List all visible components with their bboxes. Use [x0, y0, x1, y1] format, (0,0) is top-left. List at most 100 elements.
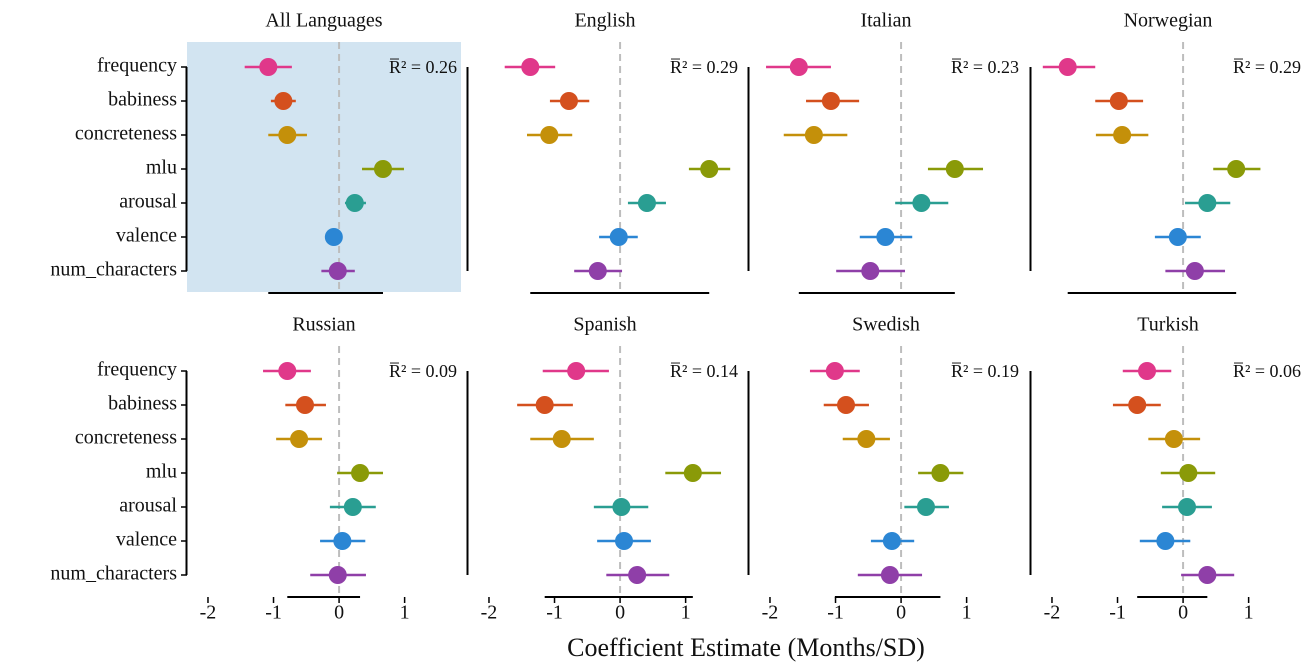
- y-tick-label: frequency: [97, 359, 177, 381]
- point: [552, 430, 571, 448]
- panel-title: Norwegian: [1124, 10, 1213, 32]
- y-tick-label: arousal: [119, 495, 177, 517]
- point: [857, 430, 876, 448]
- point: [1168, 228, 1187, 246]
- point: [540, 126, 559, 144]
- point: [1109, 92, 1128, 110]
- y-tick-label: mlu: [146, 461, 177, 483]
- x-tick-label: -2: [200, 602, 217, 624]
- x-tick-label: -2: [481, 602, 498, 624]
- point: [821, 92, 840, 110]
- annotation: R̅² = 0.06: [1233, 361, 1301, 381]
- point: [931, 464, 950, 482]
- point: [278, 362, 297, 380]
- point: [916, 498, 935, 516]
- point: [324, 228, 343, 246]
- point: [328, 566, 347, 584]
- x-tick-label: 1: [400, 602, 410, 624]
- y-tick-label: num_characters: [50, 563, 177, 585]
- point: [1178, 498, 1197, 516]
- x-tick-label: -1: [546, 602, 563, 624]
- panel-title: Russian: [292, 314, 355, 336]
- x-tick-label: 0: [615, 602, 625, 624]
- x-tick-label: 1: [681, 602, 691, 624]
- point: [290, 430, 309, 448]
- point: [609, 228, 628, 246]
- point: [373, 160, 392, 178]
- x-tick-label: -2: [1044, 602, 1061, 624]
- x-tick-label: -1: [265, 602, 282, 624]
- point: [1185, 262, 1204, 280]
- x-tick-label: 1: [1244, 602, 1254, 624]
- point: [683, 464, 702, 482]
- panel-title: Swedish: [852, 314, 920, 336]
- point: [837, 396, 856, 414]
- y-tick-label: concreteness: [75, 427, 177, 449]
- point: [876, 228, 895, 246]
- panel-title: Italian: [860, 10, 911, 32]
- point: [825, 362, 844, 380]
- point: [1198, 194, 1217, 212]
- annotation: R̅² = 0.09: [389, 361, 457, 381]
- annotation: R̅² = 0.29: [1233, 57, 1301, 77]
- point: [333, 532, 352, 550]
- panel-title: Spanish: [573, 314, 636, 336]
- y-tick-label: babiness: [108, 89, 177, 111]
- point: [861, 262, 880, 280]
- point: [945, 160, 964, 178]
- point: [1058, 58, 1077, 76]
- annotation: R̅² = 0.19: [951, 361, 1019, 381]
- y-tick-label: mlu: [146, 157, 177, 179]
- y-tick-label: babiness: [108, 393, 177, 415]
- annotation: R̅² = 0.14: [670, 361, 738, 381]
- point: [328, 262, 347, 280]
- point: [345, 194, 364, 212]
- point: [588, 262, 607, 280]
- y-tick-label: frequency: [97, 55, 177, 77]
- point: [1198, 566, 1217, 584]
- y-tick-label: arousal: [119, 191, 177, 213]
- point: [612, 498, 631, 516]
- x-tick-label: 0: [896, 602, 906, 624]
- point: [1179, 464, 1198, 482]
- point: [535, 396, 554, 414]
- point: [274, 92, 293, 110]
- panel-title: English: [574, 10, 635, 32]
- point: [637, 194, 656, 212]
- x-tick-label: -1: [827, 602, 844, 624]
- point: [295, 396, 314, 414]
- point: [1113, 126, 1132, 144]
- point: [615, 532, 634, 550]
- point: [804, 126, 823, 144]
- panel-background: [187, 42, 461, 292]
- y-tick-label: valence: [116, 529, 177, 551]
- point: [1128, 396, 1147, 414]
- panel-title: All Languages: [265, 10, 382, 32]
- x-tick-label: 0: [1178, 602, 1188, 624]
- point: [278, 126, 297, 144]
- point: [343, 498, 362, 516]
- point: [880, 566, 899, 584]
- y-tick-label: num_characters: [50, 259, 177, 281]
- point: [559, 92, 578, 110]
- y-tick-label: concreteness: [75, 123, 177, 145]
- annotation: R̅² = 0.26: [389, 57, 457, 77]
- point: [1156, 532, 1175, 550]
- annotation: R̅² = 0.23: [951, 57, 1019, 77]
- point: [351, 464, 370, 482]
- x-tick-label: -1: [1109, 602, 1126, 624]
- point: [789, 58, 808, 76]
- point: [882, 532, 901, 550]
- annotation: R̅² = 0.29: [670, 57, 738, 77]
- point: [912, 194, 931, 212]
- point: [259, 58, 278, 76]
- panel-title: Turkish: [1137, 314, 1199, 336]
- point: [700, 160, 719, 178]
- x-tick-label: 0: [334, 602, 344, 624]
- point: [628, 566, 647, 584]
- point: [521, 58, 540, 76]
- point: [1227, 160, 1246, 178]
- point: [1138, 362, 1157, 380]
- point: [1164, 430, 1183, 448]
